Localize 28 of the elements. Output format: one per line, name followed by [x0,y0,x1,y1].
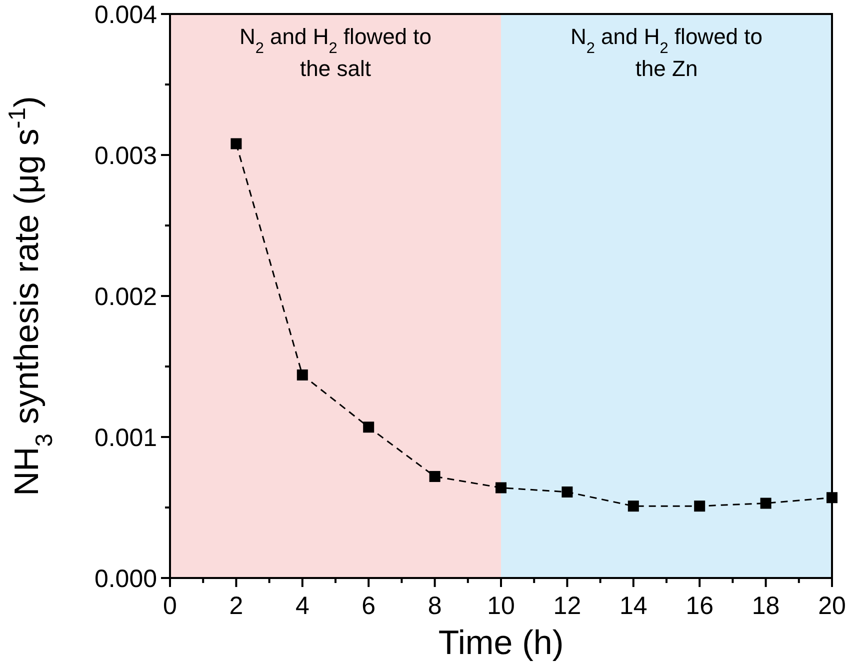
x-tick-label: 10 [487,592,515,620]
point [296,369,308,380]
point [429,470,440,482]
x-tick-label: 14 [619,592,648,620]
point [694,500,706,512]
x-tick-label: 6 [362,592,376,620]
y-tick-label: 0.002 [94,282,157,311]
y-tick-label: 0.001 [94,424,157,452]
point [628,500,639,512]
point [496,482,506,494]
y-tick-label: 0.000 [94,564,157,593]
y-tick-label: 0.004 [94,0,158,29]
x-tick-label: 4 [295,592,310,620]
y-tick-label: 0.003 [94,142,157,170]
point [760,498,772,509]
x-tick-label: 12 [553,592,582,620]
point [363,422,374,433]
x-tick-label: 8 [428,592,442,620]
x-axis-title: Time (h) [438,624,564,662]
x-tick-label: 20 [818,592,846,620]
x-tick-label: 18 [752,592,780,620]
point [562,486,573,498]
band-label: N$_{2}$ and H$_{2}$ flowed to the Zn [570,24,763,81]
point [230,138,242,150]
x-tick-label: 2 [229,592,244,620]
band-label: N$_{2}$ and H$_{2}$ flowed to the salt [239,24,432,81]
x-tick-label: 16 [686,592,714,620]
x-tick-label: 0 [163,592,177,620]
